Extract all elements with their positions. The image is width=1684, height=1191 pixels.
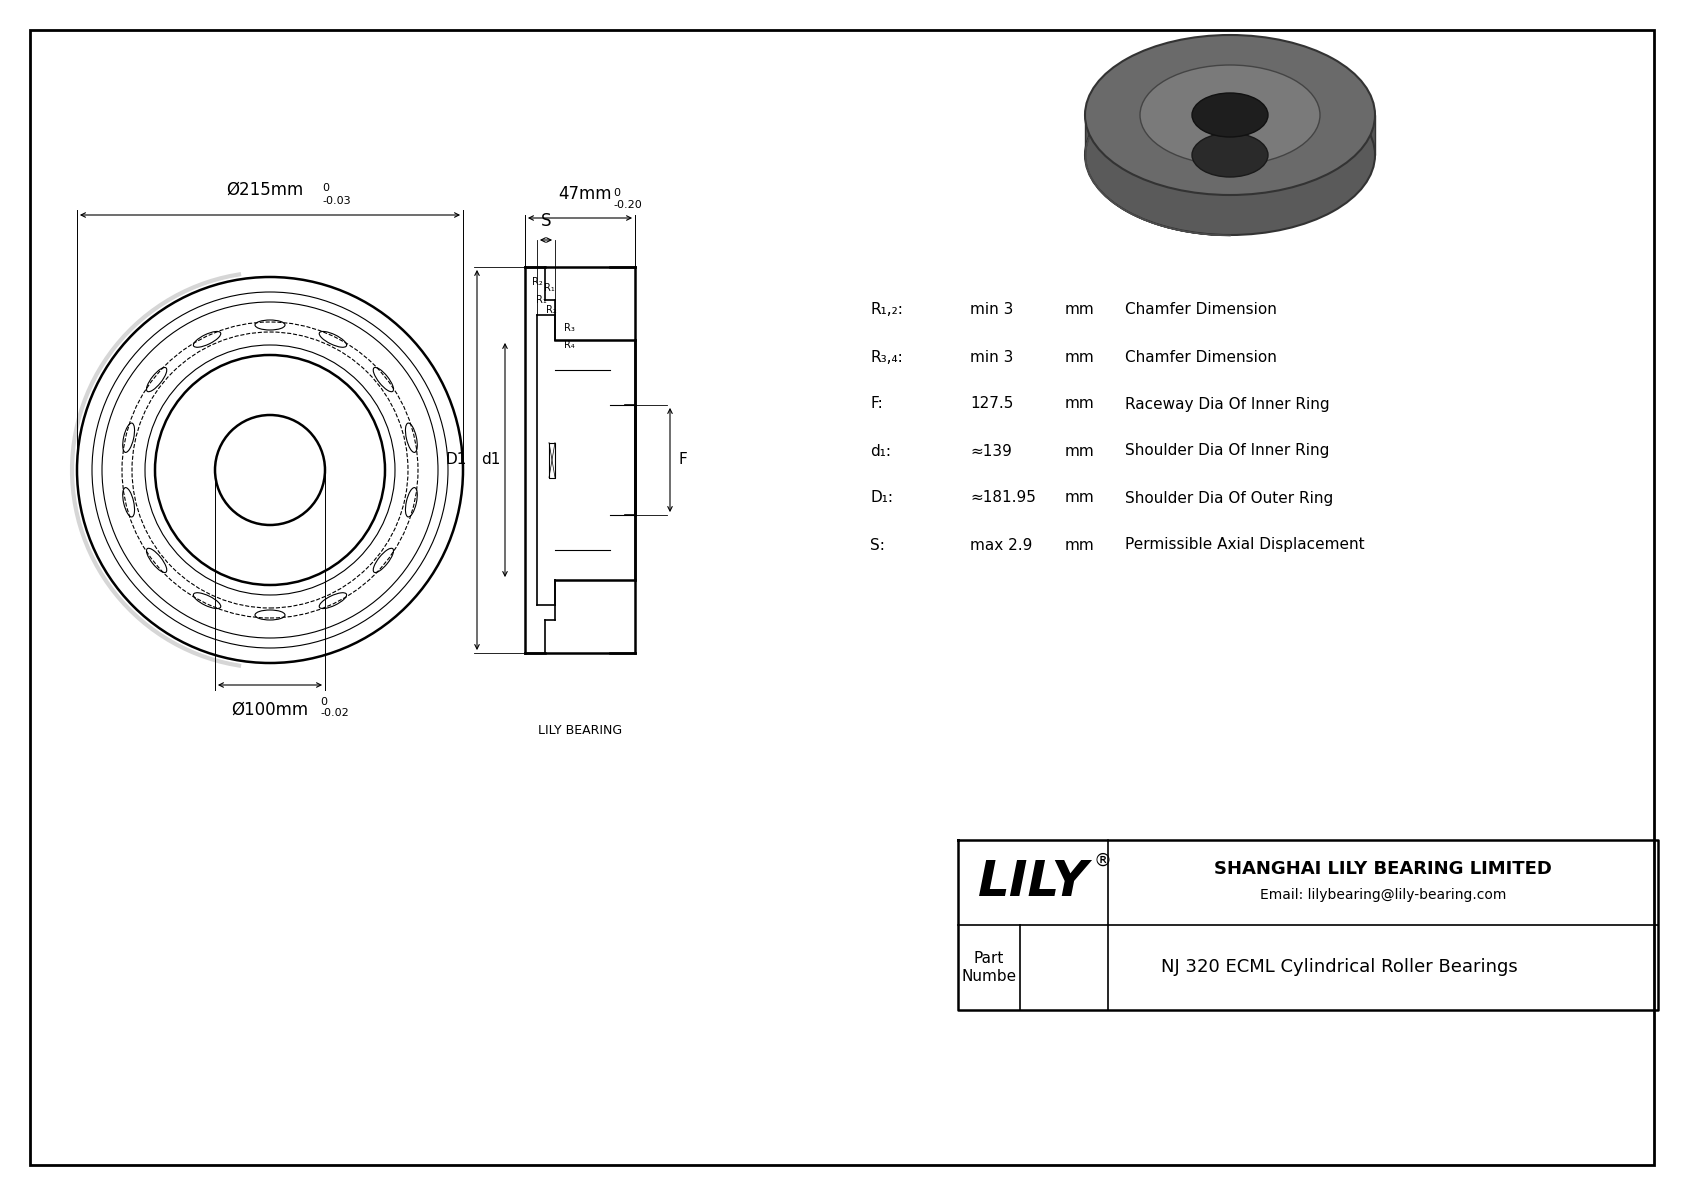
Text: 47mm: 47mm — [559, 185, 611, 202]
Polygon shape — [1084, 116, 1376, 155]
Text: Ø100mm: Ø100mm — [231, 701, 308, 719]
Text: ≈181.95: ≈181.95 — [970, 491, 1036, 505]
Text: 0: 0 — [613, 188, 620, 198]
Text: 127.5: 127.5 — [970, 397, 1014, 412]
Text: Chamfer Dimension: Chamfer Dimension — [1125, 349, 1276, 364]
Text: Shoulder Dia Of Outer Ring: Shoulder Dia Of Outer Ring — [1125, 491, 1334, 505]
Ellipse shape — [1192, 133, 1268, 177]
Text: min 3: min 3 — [970, 303, 1014, 318]
Text: d₁:: d₁: — [871, 443, 891, 459]
Text: 0: 0 — [322, 183, 328, 193]
Text: NJ 320 ECML Cylindrical Roller Bearings: NJ 320 ECML Cylindrical Roller Bearings — [1160, 959, 1517, 977]
Text: mm: mm — [1064, 491, 1095, 505]
Text: R₁,₂:: R₁,₂: — [871, 303, 903, 318]
Text: D1: D1 — [446, 453, 466, 468]
Text: mm: mm — [1064, 537, 1095, 553]
Text: Email: lilybearing@lily-bearing.com: Email: lilybearing@lily-bearing.com — [1260, 888, 1505, 903]
Text: mm: mm — [1064, 397, 1095, 412]
Text: 0: 0 — [320, 697, 327, 707]
Text: R₁: R₁ — [536, 295, 546, 305]
Text: -0.03: -0.03 — [322, 197, 350, 206]
Ellipse shape — [1084, 35, 1376, 195]
Text: mm: mm — [1064, 349, 1095, 364]
Text: Part
Numbe: Part Numbe — [962, 952, 1017, 984]
Text: Shoulder Dia Of Inner Ring: Shoulder Dia Of Inner Ring — [1125, 443, 1329, 459]
Ellipse shape — [1084, 75, 1376, 235]
Text: R₂: R₂ — [532, 278, 542, 287]
Text: Chamfer Dimension: Chamfer Dimension — [1125, 303, 1276, 318]
Text: R₂: R₂ — [546, 305, 556, 314]
Text: mm: mm — [1064, 303, 1095, 318]
Text: R₄: R₄ — [564, 339, 574, 350]
Text: mm: mm — [1064, 443, 1095, 459]
Text: F: F — [679, 453, 687, 468]
Text: D₁:: D₁: — [871, 491, 893, 505]
Text: LILY: LILY — [978, 859, 1088, 906]
Text: Ø215mm: Ø215mm — [226, 181, 303, 199]
Text: SHANGHAI LILY BEARING LIMITED: SHANGHAI LILY BEARING LIMITED — [1214, 861, 1553, 879]
Text: S: S — [541, 212, 551, 230]
Ellipse shape — [1192, 93, 1268, 137]
Text: -0.02: -0.02 — [320, 707, 349, 718]
Text: R₃: R₃ — [564, 323, 574, 333]
Ellipse shape — [1140, 66, 1320, 166]
Text: min 3: min 3 — [970, 349, 1014, 364]
Text: ≈139: ≈139 — [970, 443, 1012, 459]
Text: d1: d1 — [482, 453, 502, 468]
Text: max 2.9: max 2.9 — [970, 537, 1032, 553]
Text: -0.20: -0.20 — [613, 200, 642, 210]
Text: ®: ® — [1093, 852, 1111, 869]
Text: R₃,₄:: R₃,₄: — [871, 349, 903, 364]
Text: R₁: R₁ — [544, 283, 554, 293]
Text: Permissible Axial Displacement: Permissible Axial Displacement — [1125, 537, 1364, 553]
Text: F:: F: — [871, 397, 882, 412]
Text: Raceway Dia Of Inner Ring: Raceway Dia Of Inner Ring — [1125, 397, 1330, 412]
Text: S:: S: — [871, 537, 884, 553]
Text: LILY BEARING: LILY BEARING — [537, 723, 621, 736]
